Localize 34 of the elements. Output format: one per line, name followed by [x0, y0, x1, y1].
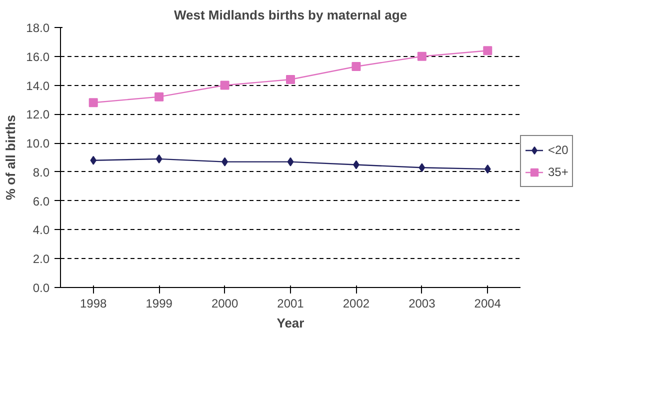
point: [484, 164, 491, 174]
x-tick-label: 1998: [80, 296, 108, 310]
legend-label: <20: [548, 143, 568, 157]
point: [418, 163, 426, 172]
x-tick-label: 2001: [277, 296, 304, 310]
y-tick-label: 14.0: [26, 78, 50, 93]
y-tick-label: 4.0: [32, 223, 50, 238]
x-tick-label: 2004: [474, 296, 502, 310]
x-axis-title: Year: [276, 316, 304, 330]
point: [90, 156, 97, 165]
y-tick-label: 12.0: [26, 108, 50, 122]
point: [417, 52, 426, 61]
point: [287, 157, 294, 166]
point: [88, 98, 98, 108]
y-tick-label: 10.0: [26, 136, 50, 151]
y-tick-label: 8.0: [32, 165, 50, 180]
point: [352, 62, 361, 71]
chart-title: West Midlands births by maternal age: [174, 8, 408, 22]
legend-label: 35+: [548, 165, 568, 179]
point: [154, 92, 164, 102]
x-tick-label: 1999: [146, 296, 173, 310]
x-tick-label: 2000: [211, 296, 238, 310]
point: [286, 75, 295, 84]
x-tick-label: 2003: [408, 296, 436, 310]
y-tick-label: 6.0: [32, 194, 50, 208]
y-axis-title: % of all births: [3, 114, 18, 200]
x-tick-label: 2002: [342, 296, 370, 310]
point: [156, 154, 162, 164]
y-tick-label: 16.0: [26, 50, 50, 64]
y-tick-label: 18.0: [26, 21, 50, 35]
point: [220, 80, 230, 90]
point: [483, 46, 492, 56]
y-tick-label: 0.0: [32, 281, 50, 295]
y-tick-label: 2.0: [32, 252, 50, 266]
